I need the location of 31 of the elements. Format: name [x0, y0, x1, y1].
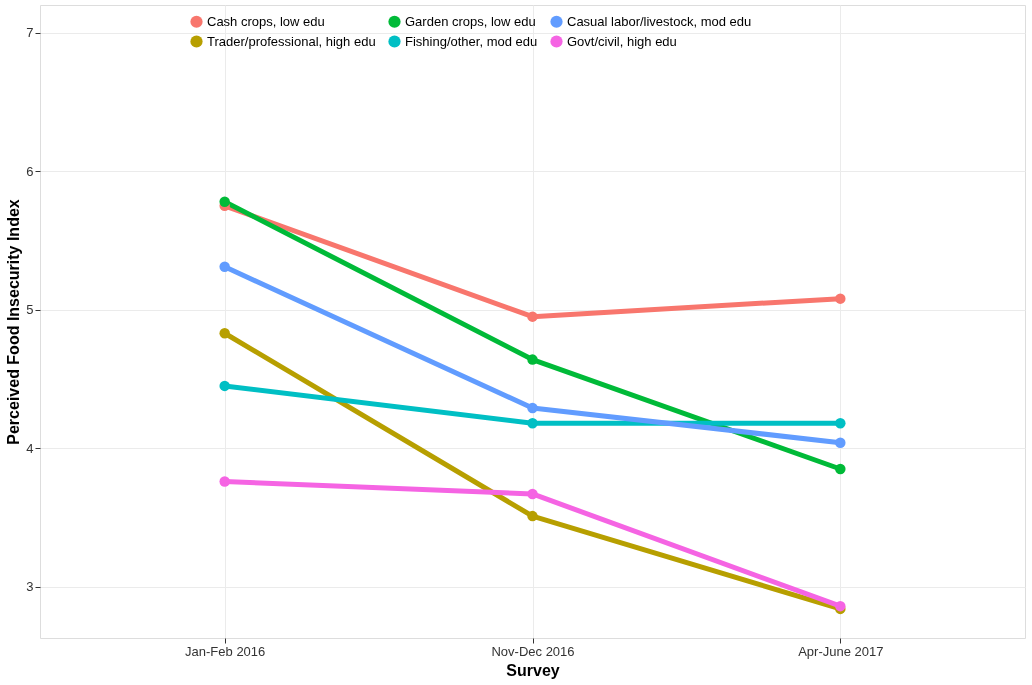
point	[527, 488, 538, 500]
x-axis-title: Survey	[506, 661, 560, 679]
point	[527, 510, 538, 522]
legend-label: Casual labor/livestock, mod edu	[567, 13, 752, 29]
point	[835, 418, 846, 429]
point	[527, 311, 538, 322]
legend-label: Fishing/other, mod edu	[405, 33, 538, 49]
point	[219, 196, 230, 207]
point	[835, 437, 846, 448]
y-tick-label: 3	[26, 579, 34, 595]
point	[219, 328, 230, 339]
point	[527, 418, 538, 429]
point	[219, 380, 230, 392]
y-tick-label: 7	[26, 25, 34, 41]
y-axis-title: Perceived Food Insecurity Index	[5, 199, 23, 445]
point	[527, 354, 538, 365]
y-tick-label: 5	[26, 302, 34, 318]
point	[219, 261, 230, 273]
legend-label: Cash crops, low edu	[207, 13, 325, 29]
point	[527, 402, 538, 414]
x-tick-label: Jan-Feb 2016	[185, 643, 266, 659]
x-tick-label: Nov-Dec 2016	[491, 643, 575, 659]
x-tick-label: Apr-June 2017	[798, 643, 884, 659]
y-tick-label: 6	[26, 163, 34, 179]
point	[835, 293, 846, 304]
point	[219, 476, 230, 487]
legend-label: Govt/civil, high edu	[567, 33, 677, 49]
point	[835, 463, 846, 475]
legend-label: Garden crops, low edu	[405, 13, 536, 29]
legend-label: Trader/professional, high edu	[207, 33, 376, 49]
y-tick-label: 4	[26, 440, 34, 456]
